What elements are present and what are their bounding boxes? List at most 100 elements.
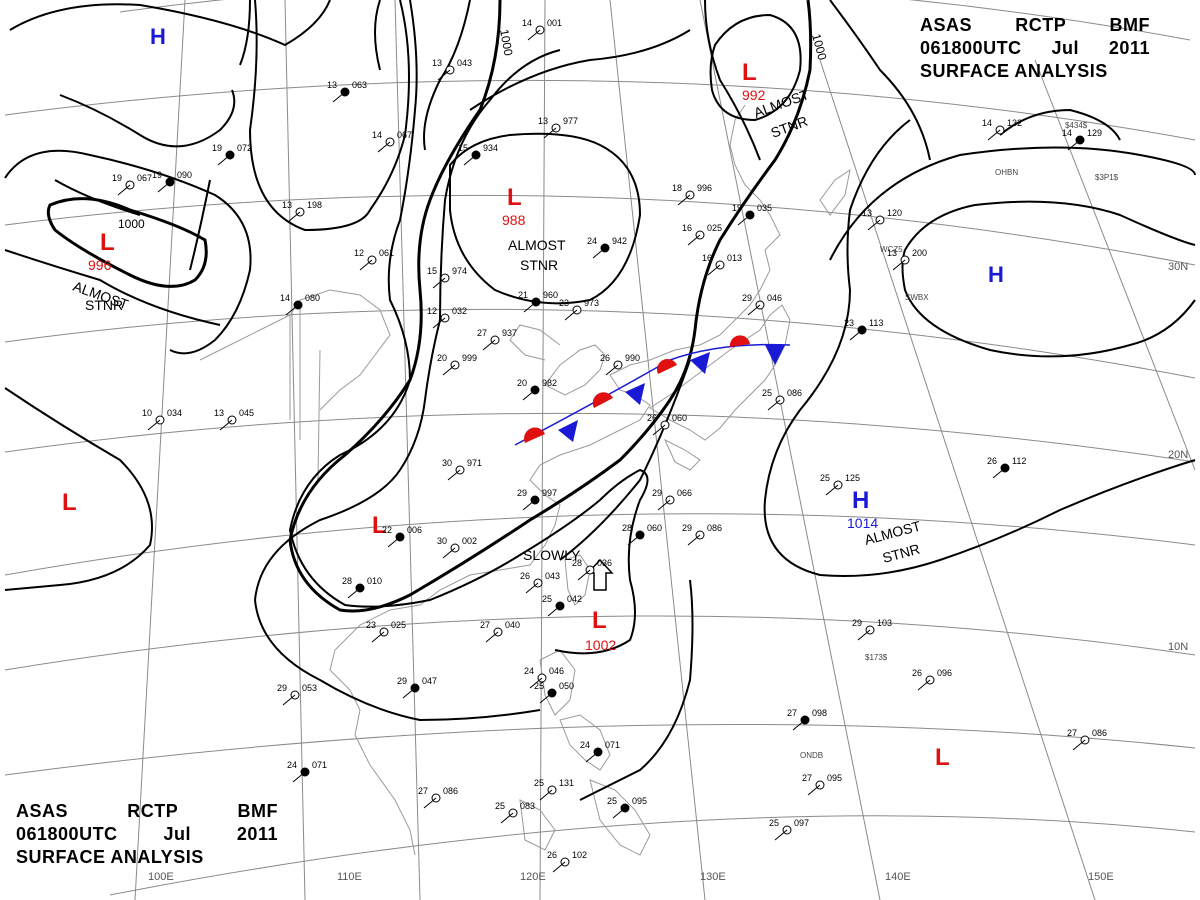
station-temp: 13 <box>432 58 442 68</box>
station-temp: 23 <box>559 298 569 308</box>
wind-barb <box>332 91 346 103</box>
wind-barb <box>423 797 437 809</box>
wind-barb <box>825 484 839 496</box>
header-year: 2011 <box>236 824 278 844</box>
station-pressure: 063 <box>352 80 367 90</box>
high-pressure: 1014 <box>847 515 878 531</box>
station-plot: 16 013 <box>702 253 742 276</box>
station-pressure: 971 <box>467 458 482 468</box>
station-pressure: 982 <box>542 378 557 388</box>
wind-barb <box>1067 139 1081 151</box>
low-symbol: L <box>372 512 387 539</box>
station-pressure: 960 <box>543 290 558 300</box>
station-pressure: 043 <box>545 571 560 581</box>
low-symbol: L <box>100 229 115 256</box>
station-temp: 14 <box>372 130 382 140</box>
station-temp: 14 <box>982 118 992 128</box>
graticule <box>4 0 1196 900</box>
station-plot: 30 002 <box>437 536 477 559</box>
isobar-label: 1000 <box>809 32 830 62</box>
station-plot: 29 046 <box>742 293 782 316</box>
header-bottom-left: ASAS RCTP BMF 061800UTC Jul 2011 SURFACE… <box>16 800 278 869</box>
station-plot: 13 977 <box>538 116 578 139</box>
station-temp: 28 <box>622 523 632 533</box>
station-pressure: 086 <box>1092 728 1107 738</box>
station-temp: 20 <box>517 378 527 388</box>
header-title: SURFACE ANALYSIS <box>16 847 204 867</box>
station-temp: 23 <box>844 318 854 328</box>
low-pressure: 1002 <box>585 637 616 653</box>
wind-barb <box>687 534 701 546</box>
lon-label: 110E <box>337 871 362 883</box>
wind-barb <box>522 389 536 401</box>
station-temp: 27 <box>1067 728 1077 738</box>
station-plot: 13 045 <box>214 408 254 431</box>
wind-barb <box>807 784 821 796</box>
station-pressure: 096 <box>937 668 952 678</box>
station-pressure: 080 <box>305 293 320 303</box>
station-plot: 29 053 <box>277 683 317 706</box>
station-plot: 14 132 <box>982 118 1022 141</box>
station-plot: 15 974 <box>427 266 467 289</box>
station-temp: 29 <box>277 683 287 693</box>
station-temp: 26 <box>520 571 530 581</box>
isobar-label: 1000 <box>118 217 145 231</box>
lon-label: 140E <box>885 871 911 883</box>
header-agency: ASAS <box>16 801 69 821</box>
station-pressure: 120 <box>887 208 902 218</box>
isobars-1000 <box>46 0 813 613</box>
station-pressure: 086 <box>443 786 458 796</box>
station-pressure: 103 <box>877 618 892 628</box>
station-temp: 25 <box>534 778 544 788</box>
wind-barb <box>371 631 385 643</box>
coastlines <box>199 104 851 856</box>
station-plot: 13 063 <box>327 80 367 103</box>
station-pressure: 974 <box>452 266 467 276</box>
station-temp: 13 <box>538 116 548 126</box>
station-temp: 21 <box>518 290 528 300</box>
station-pressure: 098 <box>812 708 827 718</box>
station-pressure: 002 <box>462 536 477 546</box>
station-pressure: 102 <box>572 850 587 860</box>
station-temp: 13 <box>862 208 872 218</box>
station-temp: 29 <box>682 523 692 533</box>
station-plot: 26 043 <box>520 571 560 594</box>
station-plot: 27 040 <box>480 620 520 643</box>
wind-barb <box>287 211 301 223</box>
lat-label: 20N <box>1168 449 1188 461</box>
wind-barb <box>432 277 446 289</box>
station-plot: 24 071 <box>287 760 327 783</box>
station-pressure: 112 <box>1012 456 1026 466</box>
station-id: SWBX <box>905 293 929 302</box>
low-symbol: L <box>592 607 607 634</box>
low-symbol: L <box>935 744 950 771</box>
station-temp: 15 <box>458 143 468 153</box>
station-temp: 24 <box>287 760 297 770</box>
wind-barb <box>552 861 566 873</box>
station-temp: 27 <box>480 620 490 630</box>
station-plot: 28 036 <box>572 558 612 581</box>
station-pressure: 013 <box>727 253 742 263</box>
station-temp: 28 <box>342 576 352 586</box>
station-temp: 24 <box>587 236 597 246</box>
station-pressure: 053 <box>302 683 317 693</box>
high-symbol: H <box>150 24 166 49</box>
wind-barb <box>447 469 461 481</box>
station-pressure: 083 <box>520 801 535 811</box>
lon-label: 120E <box>520 871 546 883</box>
wind-barb <box>117 184 131 196</box>
station-plot: 25 125 <box>820 473 860 496</box>
station-plot: 25 083 <box>495 801 535 824</box>
wind-barb <box>432 317 446 329</box>
station-id: $3P1$ <box>1095 173 1119 182</box>
station-plot: 25 086 <box>762 388 802 411</box>
wind-barb <box>543 127 557 139</box>
station-plot: 29 103 <box>852 618 892 641</box>
wind-barb <box>707 264 721 276</box>
station-pressure: 095 <box>827 773 842 783</box>
wind-barb <box>387 536 401 548</box>
lon-label: 150E <box>1088 871 1114 883</box>
station-temp: 29 <box>852 618 862 628</box>
station-temp: 29 <box>397 676 407 686</box>
